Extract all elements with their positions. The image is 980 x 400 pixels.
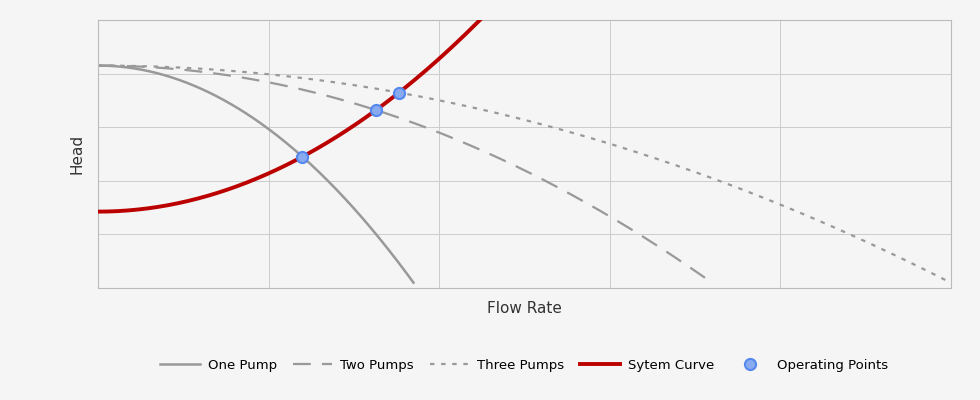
Y-axis label: Head: Head (70, 134, 85, 174)
Legend: One Pump, Two Pumps, Three Pumps, Sytem Curve, Operating Points: One Pump, Two Pumps, Three Pumps, Sytem … (155, 354, 894, 377)
X-axis label: Flow Rate: Flow Rate (487, 301, 562, 316)
